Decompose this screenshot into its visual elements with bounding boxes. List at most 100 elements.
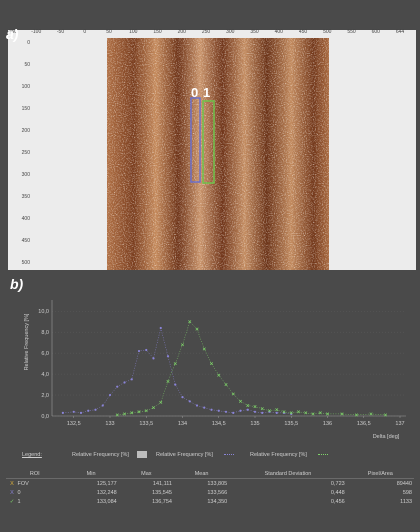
data-point (94, 408, 97, 411)
cell-mean: 133,805 (207, 480, 228, 487)
y-tick-label: 4,0 (41, 372, 49, 378)
data-point (159, 400, 163, 404)
data-point (246, 408, 249, 411)
x-tick-label: 150 (153, 29, 162, 35)
data-point (217, 409, 220, 412)
data-point (145, 348, 148, 352)
data-point (152, 357, 155, 360)
table-row[interactable]: ✓ 1 133,084 136,754 134,350 0,456 1133 (6, 497, 414, 506)
x-tick-label: 137 (395, 421, 404, 427)
legend-entry-0: Relative Frequency [%] (156, 452, 213, 458)
y-tick-label: 0 (27, 40, 30, 46)
table-header-row: ROI Min Max Mean Standard Deviation Pixe… (6, 470, 414, 479)
legend-entry-1: Relative Frequency [%] (250, 452, 307, 458)
cell-area: 598 (402, 489, 412, 496)
col-roi: ROI (6, 470, 64, 479)
panel-label-a: a) (6, 26, 19, 42)
data-point (122, 412, 127, 416)
data-point (195, 404, 199, 407)
roi-0-rect[interactable] (190, 97, 201, 183)
x-tick-label: -100 (31, 29, 41, 35)
y-tick-label: 0,0 (41, 414, 49, 420)
x-tick-label: 135 (250, 421, 259, 427)
chart-legend: Legend: Relative Frequency [%] Relative … (0, 449, 420, 461)
data-point (239, 409, 242, 412)
data-point (253, 405, 257, 409)
chart-x-label: Delta [deg] (373, 434, 400, 440)
col-max: Max (118, 470, 174, 479)
x-tick-label: 350 (250, 29, 259, 35)
data-point (253, 410, 257, 413)
x-tick-label: 644 (396, 29, 405, 35)
data-point (275, 408, 279, 412)
y-tick-label: 250 (22, 150, 31, 156)
table-row[interactable]: X FOV 125,177 141,111 133,805 0,723 8944… (6, 479, 414, 489)
data-point (304, 411, 308, 415)
data-point (325, 412, 330, 416)
roi-fov-toggle-icon[interactable]: X (10, 480, 14, 487)
y-tick-label: 400 (22, 216, 31, 222)
series-1 (115, 320, 388, 417)
legend-title: Legend: (22, 452, 42, 458)
x-tick-label: 300 (226, 29, 235, 35)
x-tick-label: 600 (372, 29, 381, 35)
data-point (354, 413, 359, 417)
x-tick-label: 134 (178, 421, 187, 427)
data-point (210, 408, 213, 411)
x-tick-label: 135,5 (284, 421, 298, 427)
cell-mean: 134,350 (207, 498, 228, 505)
data-point (260, 407, 264, 411)
data-point (130, 411, 134, 415)
data-point (188, 320, 192, 324)
data-point (166, 355, 170, 358)
roi-0-toggle-icon[interactable]: X (10, 489, 14, 496)
data-point (224, 383, 228, 387)
table-row[interactable]: X 0 132,248 135,545 133,566 0,448 598 (6, 488, 414, 497)
data-point (166, 379, 170, 383)
roi-0-label: 0 (191, 85, 198, 100)
data-point (318, 411, 322, 415)
data-point (61, 411, 64, 414)
x-tick-label: 50 (106, 29, 112, 35)
x-tick-label: 100 (129, 29, 138, 35)
y-tick-label: 6,0 (41, 351, 49, 357)
data-point (232, 411, 235, 414)
y-tick-label: 300 (22, 172, 31, 178)
y-tick-label: 500 (22, 260, 31, 266)
histogram-chart: 0,0 2,0 4,0 6,0 8,0 10,0 132,5 133 133,5 134 134,5… (24, 300, 406, 440)
data-point (383, 413, 388, 417)
legend-swatch-0 (224, 451, 234, 455)
roi-1-rect[interactable] (202, 100, 215, 184)
data-point (202, 347, 206, 351)
y-tick-label: 200 (22, 128, 31, 134)
data-point (174, 383, 177, 386)
x-tick-label: -50 (57, 29, 64, 35)
x-tick-label: 400 (275, 29, 284, 35)
data-point (195, 327, 199, 331)
data-point (246, 403, 250, 408)
chart-axes: 0,0 2,0 4,0 6,0 8,0 10,0 132,5 133 133,5 134 134,5… (38, 300, 406, 427)
x-tick-label: 133,5 (139, 421, 153, 427)
cell-min: 132,248 (96, 489, 117, 496)
roi-1-label: 1 (203, 85, 210, 100)
data-point (101, 404, 104, 407)
micrograph-image (107, 38, 329, 270)
cell-max: 141,111 (152, 480, 172, 487)
chart-series (61, 320, 388, 417)
y-tick-label: 10,0 (38, 309, 49, 315)
data-point (87, 409, 90, 412)
x-tick-label: 134,5 (212, 421, 226, 427)
roi-1-check-icon[interactable]: ✓ (9, 498, 15, 505)
data-point (231, 392, 235, 396)
series-line (117, 321, 386, 416)
legend-swatch-fov (137, 451, 147, 458)
histogram-chart-panel: 0,0 2,0 4,0 6,0 8,0 10,0 132,5 133 133,5 134 134,5… (0, 282, 420, 442)
col-min: Min (63, 470, 119, 479)
cell-area: 89440 (396, 480, 412, 487)
y-tick-label: 350 (22, 194, 31, 200)
image-x-axis: -150 -100 -50 0 50 100 150 200 250 300 350 400 450 50… (7, 29, 404, 35)
x-tick-label: 132,5 (67, 421, 81, 427)
cell-std: 0,723 (330, 480, 345, 487)
data-point (144, 409, 148, 413)
data-point (369, 412, 373, 416)
